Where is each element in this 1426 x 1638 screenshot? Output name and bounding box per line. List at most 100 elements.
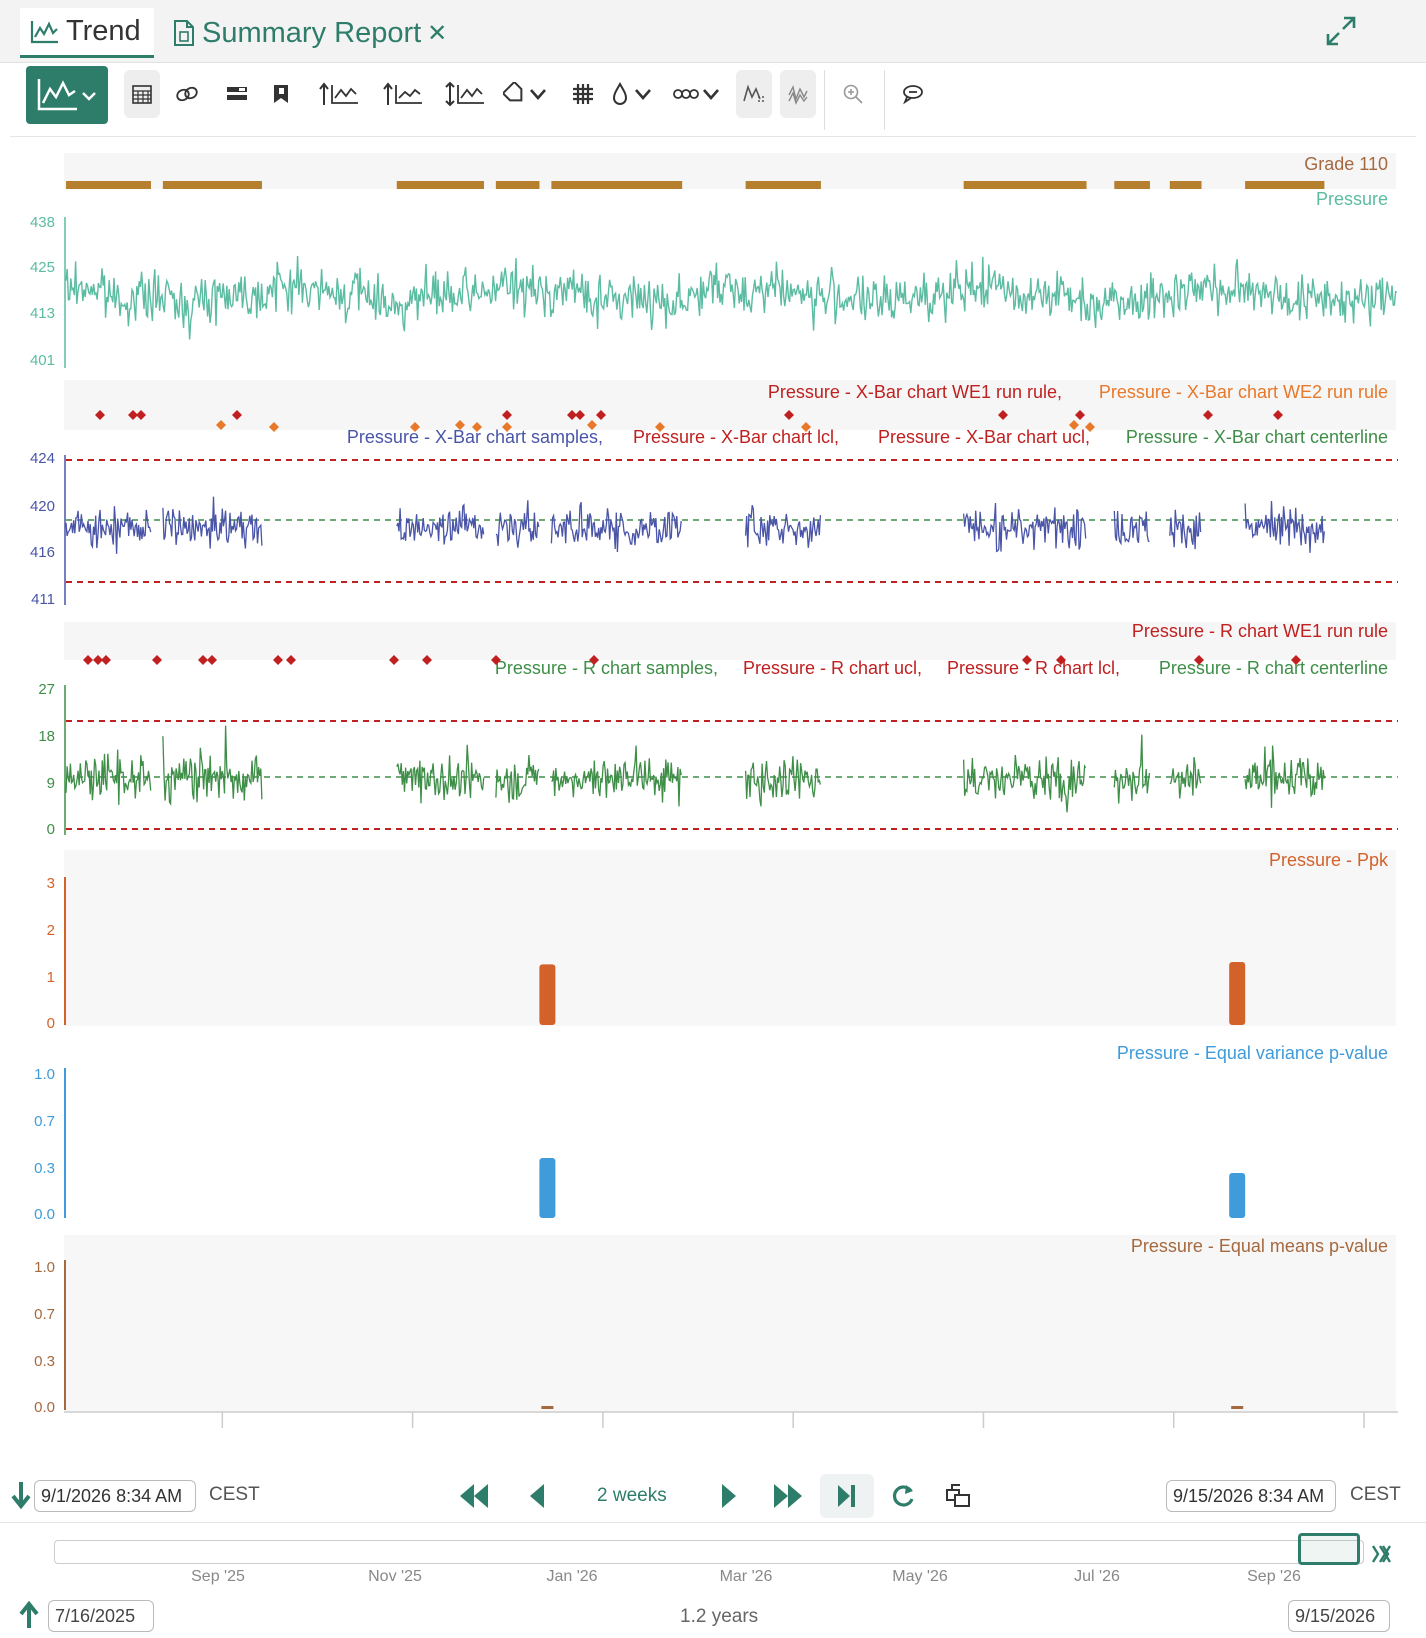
- r-samples-line: [396, 744, 485, 804]
- duration-field[interactable]: 2 weeks: [597, 1485, 667, 1506]
- tab-summary-report[interactable]: Summary Report ✕: [172, 8, 447, 58]
- arrow-up-icon[interactable]: [18, 1600, 40, 1630]
- xbar-we2-label: Pressure - X-Bar chart WE2 run rule: [1099, 382, 1388, 402]
- bookmark-icon: [274, 85, 288, 103]
- xbar-we1-label: Pressure - X-Bar chart WE1 run rule,: [768, 382, 1062, 402]
- divider: [0, 1522, 1426, 1523]
- xbar-samples-line: [1244, 500, 1325, 553]
- r-we1-marker: [1056, 655, 1066, 665]
- spike-button[interactable]: [780, 70, 816, 118]
- navigator-tick-label: Jul '26: [1074, 1568, 1120, 1585]
- r-rule-lane-background: [64, 622, 1396, 660]
- copy-icon: [946, 1484, 970, 1507]
- trend-view-button[interactable]: [26, 66, 108, 124]
- r-we1-marker: [1022, 655, 1032, 665]
- r-samples-line: [495, 754, 540, 803]
- nav-duration[interactable]: 1.2 years: [680, 1606, 759, 1627]
- xbar-we1-marker: [1273, 410, 1283, 420]
- r-samples-line: [1244, 745, 1325, 808]
- axis-align-icon: [383, 82, 422, 105]
- tab-trend[interactable]: Trend: [20, 8, 154, 58]
- trend-chart[interactable]: Grade 110 Pressure Pressure - X-Bar char…: [0, 140, 1426, 1440]
- double-arrow-left-icon: [460, 1484, 488, 1508]
- eqvar-bar: [1229, 1173, 1246, 1218]
- zoom-icon: [843, 84, 863, 104]
- toolbar-divider: [824, 70, 825, 130]
- start-time-field[interactable]: 9/1/2026 8:34 AM: [34, 1480, 196, 1512]
- eqmean-bar: [541, 1406, 554, 1409]
- axis-fit-button[interactable]: [442, 70, 488, 118]
- axis-fit-icon: [445, 81, 484, 107]
- navigator-zoom-button[interactable]: [1370, 1540, 1394, 1571]
- axis-align-button[interactable]: [380, 70, 426, 118]
- navigator-tick-label: Mar '26: [719, 1568, 773, 1585]
- copy-range-button[interactable]: [944, 1482, 972, 1515]
- r-samples-line: [744, 756, 822, 807]
- skip-to-end-icon: [838, 1485, 855, 1507]
- zoom-button[interactable]: [836, 70, 870, 118]
- navigator-tick-label: Sep '25: [191, 1568, 245, 1585]
- refresh-icon: [892, 1485, 914, 1507]
- r-samples-label: Pressure - R chart samples,: [495, 658, 718, 678]
- axis-up-button[interactable]: [316, 70, 362, 118]
- r-lcl-label: Pressure - R chart lcl,: [947, 658, 1120, 678]
- end-timezone[interactable]: CEST: [1350, 1484, 1401, 1505]
- bookmark-button[interactable]: [264, 70, 298, 118]
- navigator-tick-label: Jan '26: [546, 1568, 598, 1585]
- step-back-far-button[interactable]: [458, 1482, 490, 1515]
- link-button[interactable]: [170, 70, 204, 118]
- calendar-icon: [132, 85, 152, 104]
- eqmean-bar: [1231, 1406, 1244, 1409]
- grid-button[interactable]: [566, 70, 600, 118]
- r-we1-marker: [1194, 655, 1204, 665]
- highlight-button[interactable]: [736, 70, 772, 118]
- start-timezone[interactable]: CEST: [209, 1484, 260, 1505]
- close-icon[interactable]: ✕: [427, 19, 448, 47]
- nav-end-field[interactable]: 9/15/2026: [1288, 1600, 1390, 1632]
- grade-lane-label: Grade 110: [1304, 154, 1388, 174]
- eqmean-lane-background: [64, 1235, 1396, 1411]
- comment-button[interactable]: [896, 70, 930, 118]
- lanes-icon: [227, 87, 247, 100]
- fill-icon: [612, 81, 651, 105]
- xbar-we1-marker: [502, 410, 512, 420]
- step-forward-far-button[interactable]: [772, 1482, 804, 1515]
- xbar-we2-marker: [1085, 422, 1095, 432]
- xbar-tick: 424: [30, 450, 55, 467]
- eqmean-lane-label: Pressure - Equal means p-value: [1131, 1236, 1388, 1256]
- label-dropdown[interactable]: [502, 70, 552, 118]
- end-time-field[interactable]: 9/15/2026 8:34 AM: [1166, 1480, 1336, 1512]
- arrow-down-icon[interactable]: [10, 1480, 32, 1510]
- r-tick: 0: [47, 821, 55, 838]
- jump-to-now-button[interactable]: [820, 1474, 874, 1518]
- axis-up-icon: [319, 82, 358, 105]
- r-samples-line: [1113, 734, 1151, 804]
- r-centerline-label: Pressure - R chart centerline: [1159, 658, 1388, 678]
- grade-110-segment: [396, 181, 484, 189]
- ppk-bar: [1229, 962, 1246, 1025]
- grade-110-segment: [963, 181, 1087, 189]
- grid-icon: [573, 84, 593, 104]
- lanes-button[interactable]: [220, 70, 254, 118]
- fill-dropdown[interactable]: [610, 70, 658, 118]
- step-forward-button[interactable]: [718, 1482, 738, 1515]
- xbar-rule-lane-background: [64, 380, 1396, 430]
- xbar-samples-line: [495, 500, 540, 548]
- nav-start-field[interactable]: 7/16/2025: [48, 1600, 154, 1632]
- refresh-button[interactable]: [890, 1482, 916, 1515]
- navigator-selection-handle[interactable]: [1298, 1533, 1360, 1565]
- calendar-button[interactable]: [124, 70, 160, 118]
- r-we1-marker: [273, 655, 283, 665]
- eqvar-lane-label: Pressure - Equal variance p-value: [1117, 1043, 1388, 1063]
- capsule-dropdown[interactable]: [670, 70, 726, 118]
- step-back-button[interactable]: [528, 1482, 548, 1515]
- r-tick: 9: [47, 775, 55, 792]
- xbar-we1-marker: [998, 410, 1008, 420]
- expand-icon[interactable]: [1324, 14, 1358, 53]
- eqmean-tick: 0.0: [34, 1399, 55, 1416]
- ppk-tick: 0: [47, 1015, 55, 1032]
- xbar-we1-marker: [95, 410, 105, 420]
- ppk-tick: 2: [47, 922, 55, 939]
- r-we1-marker: [198, 655, 208, 665]
- navigator-track[interactable]: [54, 1540, 1364, 1564]
